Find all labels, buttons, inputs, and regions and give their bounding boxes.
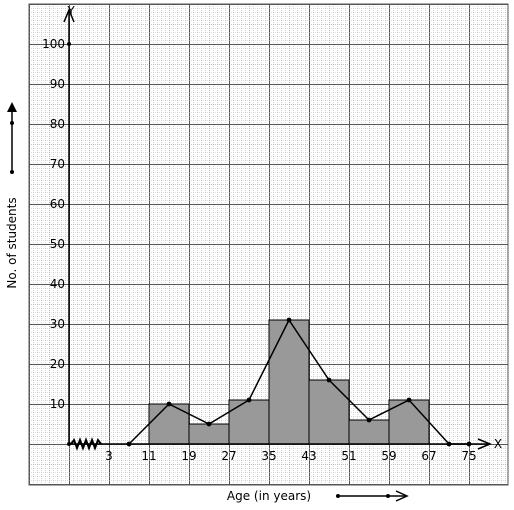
axes	[63, 8, 492, 451]
frequency-polygon-point	[286, 317, 292, 323]
x-tick-label: 35	[261, 449, 276, 463]
frequency-polygon-line	[128, 318, 469, 445]
x-tick-label: 59	[381, 449, 396, 463]
y-tick-label: 90	[50, 77, 65, 91]
frequency-polygon	[126, 317, 472, 447]
x-tick-label: 43	[301, 449, 316, 463]
frequency-polygon-point	[326, 377, 332, 383]
y-tick-label: 20	[50, 357, 65, 371]
y-tick-label: 40	[50, 277, 65, 291]
y-tick-label: 100	[42, 37, 65, 51]
histogram-bar	[348, 419, 390, 445]
axis-break-zigzag	[70, 437, 102, 451]
y-axis-letter: Y	[66, 4, 75, 18]
x-tick-label: 19	[181, 449, 196, 463]
x-tick-label: 51	[341, 449, 356, 463]
y-tick-label: 80	[50, 117, 65, 131]
x-axis-arrowhead	[477, 438, 492, 450]
frequency-polygon-point	[206, 421, 212, 427]
frequency-polygon-point	[406, 397, 412, 403]
origin-point	[67, 442, 71, 446]
histogram-bars	[148, 319, 430, 445]
histogram-bar	[308, 379, 350, 445]
y-tick-label: 60	[50, 197, 65, 211]
x-tick-label: 27	[221, 449, 236, 463]
y-tick-label: 10	[50, 397, 65, 411]
y-tick-label: 50	[50, 237, 65, 251]
x-tick-label: 75	[461, 449, 476, 463]
frequency-polygon-point	[126, 441, 132, 447]
x-tick-label: 67	[421, 449, 436, 463]
histogram-bar	[148, 403, 190, 445]
y-direction-arrow	[7, 102, 17, 174]
frequency-polygon-point	[446, 441, 452, 447]
histogram-bar	[268, 319, 310, 445]
histogram-bar	[188, 423, 230, 445]
frequency-polygon-point	[466, 441, 472, 447]
y-axis-label: No. of students	[5, 197, 19, 288]
y-axis-end-point	[67, 42, 71, 46]
x-axis-label: Age (in years)	[227, 489, 311, 503]
y-tick-label: 70	[50, 157, 65, 171]
frequency-polygon-point	[246, 397, 252, 403]
grid-border	[28, 3, 509, 486]
x-tick-label: 11	[141, 449, 156, 463]
x-direction-arrow	[336, 490, 409, 502]
x-axis-letter: X	[494, 437, 502, 451]
frequency-polygon-point	[166, 401, 172, 407]
tick-labels: 3 11 19 27 35 43 51 59 67 75 10 20 30 40 50 60 70 80 90 100	[42, 37, 477, 463]
frequency-polygon-point	[366, 417, 372, 423]
y-tick-label: 30	[50, 317, 65, 331]
y-axis-arrowhead	[63, 8, 75, 23]
histogram-bar	[228, 399, 270, 445]
x-tick-label: 3	[105, 449, 113, 463]
